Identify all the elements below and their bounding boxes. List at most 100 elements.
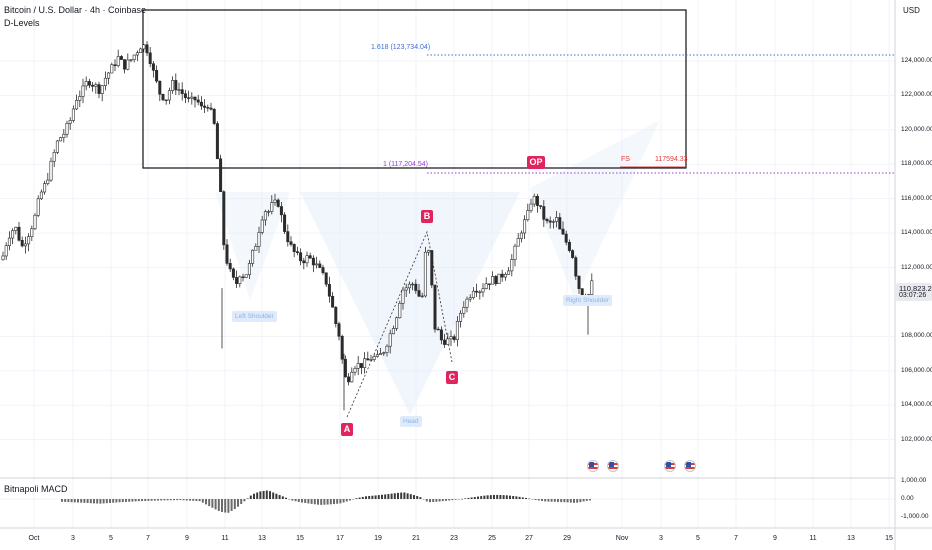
macd-bar bbox=[189, 499, 191, 501]
candle-body bbox=[20, 239, 24, 247]
macd-bar bbox=[515, 496, 518, 499]
candle-body bbox=[27, 236, 31, 245]
macd-bar bbox=[115, 499, 118, 503]
us-flag-event-icon[interactable] bbox=[664, 460, 676, 472]
price-axis-tick: 114,000.00 bbox=[901, 229, 932, 237]
candle-body bbox=[395, 317, 399, 329]
candle-body bbox=[558, 217, 562, 230]
macd-bar bbox=[288, 499, 291, 500]
macd-bar bbox=[435, 499, 438, 502]
candle-body bbox=[119, 56, 123, 60]
candle-body bbox=[315, 263, 319, 266]
candle-body bbox=[516, 238, 520, 247]
macd-bar bbox=[61, 499, 63, 502]
candle-body bbox=[145, 44, 149, 54]
candle-body bbox=[1, 255, 5, 261]
candle-body bbox=[353, 368, 357, 373]
time-axis-tick: 11 bbox=[221, 535, 229, 542]
head-label: Head bbox=[400, 416, 422, 427]
currency-label[interactable]: USD bbox=[903, 6, 920, 15]
candle-body bbox=[555, 217, 559, 222]
macd-bar bbox=[477, 496, 479, 499]
indicator-label[interactable]: D-Levels bbox=[4, 18, 40, 28]
candle-body bbox=[199, 101, 203, 107]
candle-body bbox=[347, 376, 351, 383]
candle-body bbox=[507, 270, 511, 275]
candle-body bbox=[222, 191, 226, 246]
macd-bar bbox=[355, 498, 358, 499]
macd-bar bbox=[483, 495, 486, 499]
us-flag-event-icon[interactable] bbox=[607, 460, 619, 472]
candle-body bbox=[17, 226, 21, 241]
time-axis-tick: Oct bbox=[28, 535, 40, 542]
macd-bar bbox=[445, 499, 447, 501]
macd-bar bbox=[371, 495, 374, 499]
macd-bar bbox=[70, 499, 73, 503]
macd-label[interactable]: Bitnapoli MACD bbox=[4, 484, 68, 494]
price-axis-tick: 116,000.00 bbox=[901, 194, 932, 202]
candle-body bbox=[78, 96, 82, 101]
pattern-head-triangle bbox=[300, 192, 520, 415]
macd-bar bbox=[105, 499, 108, 504]
macd-bar bbox=[553, 499, 556, 502]
candle-body bbox=[231, 268, 235, 278]
macd-bar bbox=[387, 494, 390, 499]
candle-body bbox=[423, 251, 427, 297]
candle-body bbox=[247, 263, 251, 276]
macd-bar bbox=[409, 494, 412, 499]
time-axis-tick: 29 bbox=[563, 535, 571, 542]
target-box bbox=[142, 9, 687, 169]
candle-body bbox=[471, 290, 475, 298]
macd-bar bbox=[467, 497, 470, 499]
candle-body bbox=[30, 228, 34, 237]
chart-title: Bitcoin / U.S. Dollar · 4h · Coinbase bbox=[4, 5, 147, 15]
candle-body bbox=[491, 276, 495, 285]
price-axis-tick: 124,000.00 bbox=[901, 56, 932, 64]
macd-bar bbox=[214, 499, 217, 510]
macd-bar bbox=[297, 499, 300, 502]
macd-bar bbox=[313, 499, 316, 505]
candle-body bbox=[46, 179, 50, 184]
macd-bar bbox=[249, 495, 252, 499]
macd-bar bbox=[86, 499, 89, 504]
candle-body bbox=[302, 260, 306, 264]
candle-body bbox=[497, 273, 501, 285]
candle-body bbox=[308, 255, 312, 259]
macd-bar bbox=[502, 495, 505, 499]
candle-body bbox=[36, 198, 40, 216]
candle-body bbox=[494, 276, 498, 285]
fs-price: 117594.33 bbox=[655, 156, 688, 163]
time-axis-tick: 7 bbox=[146, 535, 150, 542]
macd-bar bbox=[547, 499, 550, 502]
us-flag-event-icon[interactable] bbox=[684, 460, 696, 472]
macd-bar bbox=[534, 499, 537, 500]
candle-body bbox=[59, 137, 63, 142]
macd-bar bbox=[96, 499, 99, 504]
macd-bar bbox=[336, 499, 339, 504]
macd-bar bbox=[342, 499, 345, 503]
macd-bar bbox=[493, 494, 495, 499]
candle-body bbox=[81, 85, 85, 97]
us-flag-event-icon[interactable] bbox=[587, 460, 599, 472]
macd-bar bbox=[118, 499, 121, 503]
macd-bar bbox=[579, 499, 582, 503]
candle-body bbox=[263, 211, 267, 221]
candle-body bbox=[241, 276, 245, 278]
macd-bar bbox=[573, 499, 575, 503]
macd-bar bbox=[406, 493, 409, 499]
macd-bar bbox=[339, 499, 342, 504]
candle-body bbox=[519, 232, 523, 239]
price-axis-tick: 102,000.00 bbox=[901, 435, 932, 443]
abc-dashed-line bbox=[346, 230, 453, 418]
candle-body bbox=[7, 237, 11, 247]
macd-bar bbox=[205, 499, 207, 505]
macd-bar bbox=[134, 499, 137, 502]
candle-body bbox=[23, 243, 27, 247]
macd-bar bbox=[509, 495, 511, 499]
candle-body bbox=[113, 64, 117, 66]
point-c-label: C bbox=[446, 371, 458, 384]
macd-bar bbox=[464, 498, 467, 499]
macd-bar bbox=[320, 499, 323, 505]
candle-body bbox=[123, 59, 127, 70]
